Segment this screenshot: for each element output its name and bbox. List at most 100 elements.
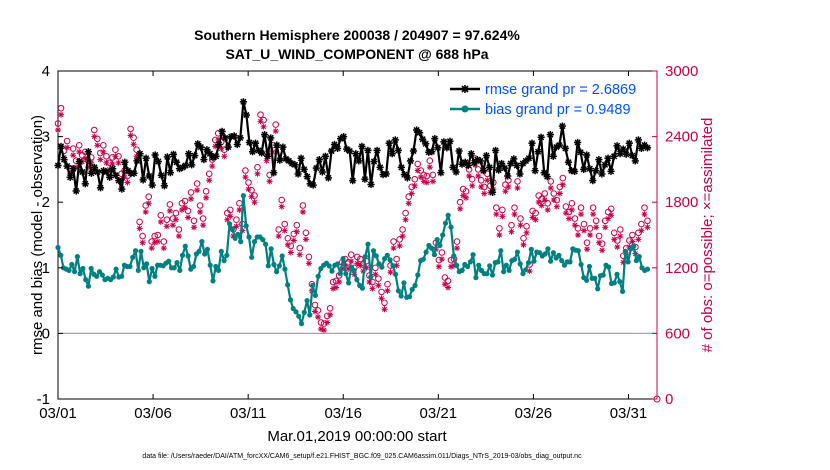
- bias-point: [442, 220, 449, 226]
- obs-assimilated-point: [366, 279, 373, 285]
- rmse-point: [419, 135, 427, 143]
- bias-point: [113, 266, 119, 272]
- bias-point: [213, 263, 219, 270]
- bias-point: [406, 294, 413, 300]
- rmse-point: [309, 181, 317, 189]
- bias-point: [365, 241, 371, 247]
- rmse-point: [297, 154, 305, 162]
- y-tick-label: 2: [42, 194, 50, 211]
- rmse-point: [373, 146, 381, 154]
- rmse-point: [303, 173, 311, 181]
- obs-possible-point: [163, 216, 171, 223]
- obs-assimilated-point: [169, 222, 176, 229]
- bias-point: [243, 223, 249, 229]
- bias-point: [501, 269, 507, 275]
- rmse-point: [601, 161, 609, 169]
- rmse-point: [422, 140, 430, 148]
- obs-possible-point: [242, 167, 249, 174]
- obs-possible-point: [508, 221, 515, 229]
- bias-point: [523, 267, 529, 273]
- bias-point: [437, 242, 443, 249]
- obs-assimilated-point: [197, 209, 204, 215]
- obs-assimilated-point: [257, 118, 264, 125]
- obs-assimilated-point: [182, 204, 188, 211]
- bias-point: [179, 252, 186, 258]
- x-tick-label: 03/06: [134, 405, 172, 422]
- obs-assimilated-point: [517, 222, 524, 229]
- bias-point: [370, 248, 377, 254]
- obs-assimilated-point: [266, 178, 273, 185]
- bias-point: [556, 252, 562, 258]
- obs-assimilated-point: [411, 182, 418, 189]
- bias-point: [268, 246, 274, 252]
- rmse-point: [495, 166, 503, 174]
- rmse-point: [485, 163, 494, 171]
- obs-assimilated-point: [559, 181, 566, 188]
- bias-point: [282, 266, 288, 272]
- obs-assimilated-point: [348, 258, 355, 265]
- bias-point: [592, 275, 598, 281]
- rmse-point: [492, 146, 500, 154]
- obs-possible-point: [133, 146, 140, 153]
- bias-point: [343, 271, 349, 277]
- obs-assimilated-point: [242, 174, 249, 181]
- rmse-point: [583, 151, 591, 159]
- obs-possible-point: [326, 305, 334, 312]
- rmse-point: [54, 161, 62, 170]
- rmse-point: [440, 138, 448, 146]
- rmse-point: [327, 147, 336, 155]
- bias-point: [66, 267, 72, 273]
- obs-assimilated-point: [529, 214, 536, 221]
- bias-point: [379, 264, 385, 270]
- obs-assimilated-point: [590, 211, 597, 218]
- obs-possible-point: [638, 220, 645, 228]
- bias-point: [171, 265, 177, 271]
- rmse-point: [239, 98, 247, 106]
- rmse-point: [376, 163, 384, 171]
- obs-possible-point: [641, 204, 648, 211]
- rmse-point: [172, 158, 181, 166]
- obs-possible-point: [577, 204, 585, 211]
- obs-possible-point: [190, 217, 198, 225]
- bias-point: [293, 309, 299, 315]
- bias-point: [373, 253, 379, 259]
- bias-point: [149, 265, 155, 272]
- bias-point: [620, 288, 626, 294]
- bias-point: [72, 269, 78, 275]
- bias-point: [152, 273, 158, 279]
- y-tick-label: -1: [37, 391, 50, 408]
- obs-possible-point: [474, 166, 482, 173]
- rmse-point: [81, 180, 89, 188]
- rmse-point: [276, 156, 284, 164]
- rmse-point: [346, 147, 354, 155]
- bias-point: [329, 268, 335, 274]
- bias-point: [431, 252, 437, 258]
- rmse-point: [57, 142, 65, 150]
- bias-point: [448, 224, 454, 230]
- obs-assimilated-point: [305, 260, 312, 267]
- rmse-point: [355, 157, 363, 165]
- legend-box: [445, 76, 650, 118]
- x-tick-label: 03/11: [230, 405, 266, 422]
- obs-assimilated-point: [584, 246, 590, 253]
- rmse-point: [479, 167, 487, 175]
- bias-point: [465, 263, 471, 270]
- obs-possible-point: [193, 180, 201, 187]
- rmse-point: [236, 134, 244, 142]
- bias-point: [135, 267, 141, 273]
- bias-point: [251, 239, 258, 245]
- obs-assimilated-point: [58, 111, 64, 118]
- bias-point: [548, 258, 554, 264]
- obs-possible-point: [311, 301, 319, 309]
- obs-possible-point: [607, 205, 615, 213]
- bias-point: [467, 259, 473, 265]
- obs-assimilated-point: [496, 232, 503, 238]
- obs-possible-point: [568, 200, 576, 207]
- rmse-point: [464, 161, 472, 170]
- bias-point: [110, 274, 116, 280]
- bias-point: [644, 266, 651, 272]
- obs-assimilated-point: [281, 227, 288, 234]
- bias-point: [495, 259, 501, 265]
- bias-point: [204, 246, 210, 252]
- obs-assimilated-point: [203, 194, 210, 201]
